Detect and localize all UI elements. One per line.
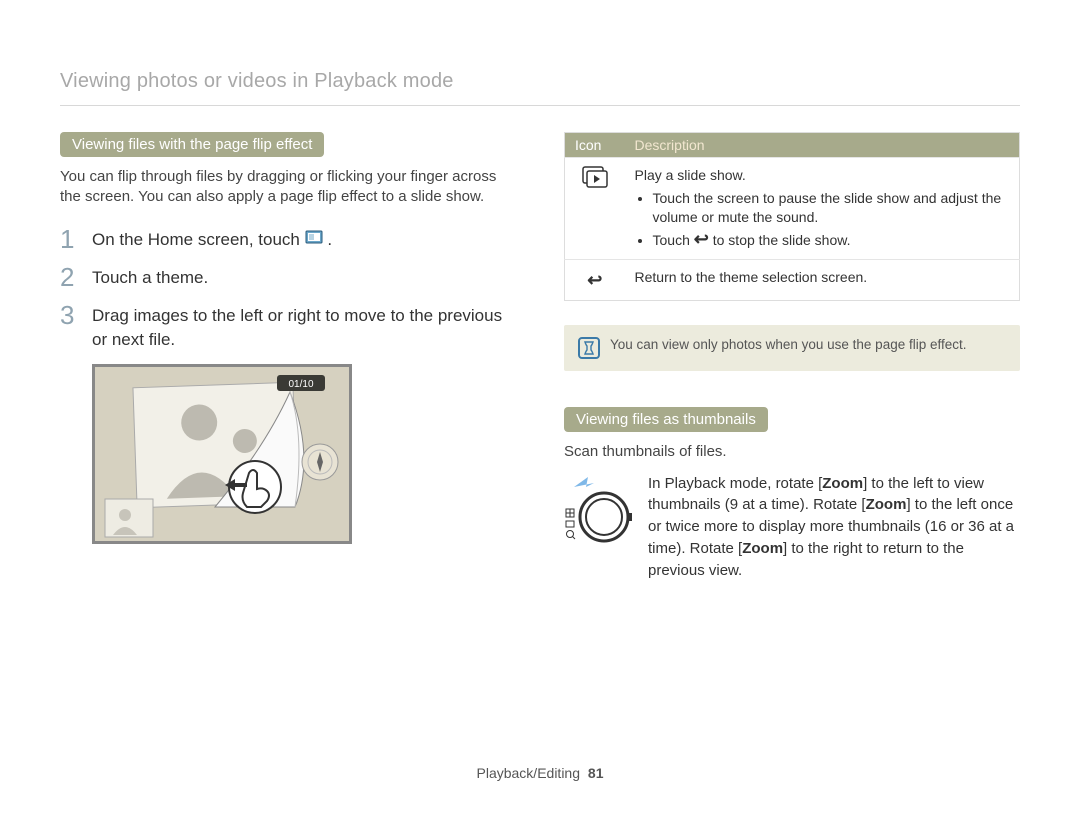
zoom-instruction-block: In Playback mode, rotate [Zoom] to the l…: [564, 473, 1020, 582]
thumb-intro: Scan thumbnails of files.: [564, 442, 1020, 462]
note-text: You can view only photos when you use th…: [610, 337, 967, 352]
breadcrumb: Viewing photos or videos in Playback mod…: [60, 70, 1020, 93]
zoom-dial-icon: [564, 473, 634, 556]
return-icon: ↩: [694, 229, 709, 249]
step-3: 3 Drag images to the left or right to mo…: [60, 302, 516, 352]
note-icon: [578, 337, 600, 359]
table-header-description: Description: [625, 133, 1020, 158]
step-list: 1 On the Home screen, touch . 2 Touch a …: [60, 226, 516, 353]
slideshow-icon: [565, 158, 625, 260]
footer-section: Playback/Editing: [477, 765, 581, 781]
manual-page: Viewing photos or videos in Playback mod…: [0, 0, 1080, 815]
section-pill-thumbnails: Viewing files as thumbnails: [564, 407, 768, 432]
left-column: Viewing files with the page flip effect …: [60, 132, 516, 581]
divider: [60, 105, 1020, 106]
step-number: 3: [60, 302, 80, 328]
step-2: 2 Touch a theme.: [60, 264, 516, 290]
table-row: ↩ Return to the theme selection screen.: [565, 259, 1020, 300]
intro-text: You can flip through files by dragging o…: [60, 167, 516, 208]
step-1: 1 On the Home screen, touch .: [60, 226, 516, 253]
page-footer: Playback/Editing 81: [0, 765, 1080, 781]
note-box: You can view only photos when you use th…: [564, 325, 1020, 371]
return-description: Return to the theme selection screen.: [625, 259, 1020, 300]
step-number: 1: [60, 226, 80, 252]
page-flip-illustration: 01/10: [92, 364, 352, 544]
icon-description-table: Icon Description Play a slide show. Touc…: [564, 132, 1020, 301]
zoom-instruction-text: In Playback mode, rotate [Zoom] to the l…: [648, 473, 1020, 582]
slideshow-description: Play a slide show. Touch the screen to p…: [625, 158, 1020, 260]
return-icon: ↩: [565, 259, 625, 300]
step-text: Touch a theme.: [92, 264, 208, 290]
album-icon: [305, 228, 323, 253]
table-header-icon: Icon: [565, 133, 625, 158]
step-number: 2: [60, 264, 80, 290]
footer-page-number: 81: [588, 765, 604, 781]
two-column-layout: Viewing files with the page flip effect …: [60, 132, 1020, 581]
section-pill-pageflip: Viewing files with the page flip effect: [60, 132, 324, 157]
counter-label: 01/10: [288, 379, 313, 390]
table-row: Play a slide show. Touch the screen to p…: [565, 158, 1020, 260]
illustration-wrap: 01/10: [92, 364, 516, 544]
step-text: Drag images to the left or right to move…: [92, 302, 516, 352]
step-text: On the Home screen, touch .: [92, 226, 332, 253]
right-column: Icon Description Play a slide show. Touc…: [564, 132, 1020, 581]
